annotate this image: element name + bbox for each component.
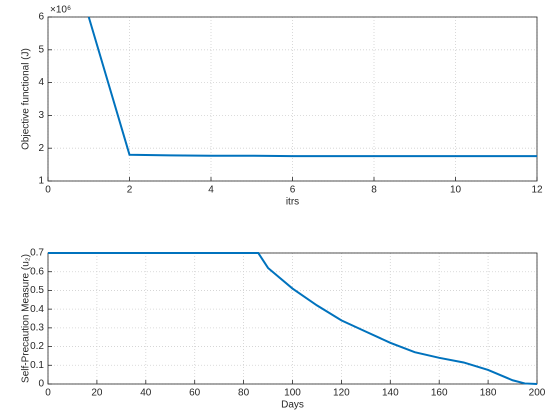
x-tick-label: 140 bbox=[382, 388, 399, 399]
x-tick-label: 10 bbox=[450, 185, 462, 196]
y-tick-label: 3 bbox=[38, 110, 44, 121]
y-tick-label: 2 bbox=[38, 143, 44, 154]
y-tick-label: 5 bbox=[38, 44, 44, 55]
x-tick-label: 80 bbox=[238, 388, 250, 399]
data-line bbox=[87, 16, 537, 158]
x-tick-label: 100 bbox=[284, 388, 301, 399]
x-tick-label: 20 bbox=[91, 388, 103, 399]
y-tick-label: 1 bbox=[38, 176, 44, 187]
x-tick-label: 2 bbox=[127, 185, 133, 196]
x-tick-label: 12 bbox=[531, 185, 543, 196]
data-line bbox=[48, 252, 538, 385]
y-axis-label: Objective functional (J) bbox=[21, 48, 32, 150]
x-tick-label: 160 bbox=[431, 388, 448, 399]
y-tick-label: 0 bbox=[38, 379, 44, 390]
x-tick-label: 180 bbox=[480, 388, 497, 399]
x-tick-label: 60 bbox=[189, 388, 201, 399]
y-tick-label: 0.3 bbox=[30, 322, 44, 333]
x-tick-label: 0 bbox=[45, 185, 51, 196]
x-axis-label: itrs bbox=[286, 197, 299, 208]
y-tick-label: 0.5 bbox=[30, 285, 44, 296]
y-tick-label: 6 bbox=[38, 12, 44, 23]
x-tick-label: 200 bbox=[529, 388, 546, 399]
y-tick-label: 0.2 bbox=[30, 341, 44, 352]
y-tick-label: 0.6 bbox=[30, 266, 44, 277]
y-tick-label: 4 bbox=[38, 77, 44, 88]
x-tick-label: 8 bbox=[371, 185, 377, 196]
axis-multiplier: ×10⁶ bbox=[50, 5, 71, 16]
y-axis-label: Self-Precaution Measure (u₂) bbox=[21, 254, 32, 383]
x-tick-label: 40 bbox=[140, 388, 152, 399]
y-tick-label: 0.4 bbox=[30, 304, 44, 315]
x-axis-label: Days bbox=[281, 400, 304, 411]
x-tick-label: 0 bbox=[45, 388, 51, 399]
y-tick-label: 0.1 bbox=[30, 360, 44, 371]
x-tick-label: 6 bbox=[290, 185, 296, 196]
x-tick-label: 120 bbox=[333, 388, 350, 399]
plot-frame bbox=[47, 252, 538, 385]
plot-frame bbox=[47, 16, 538, 182]
x-tick-label: 4 bbox=[208, 185, 214, 196]
y-tick-label: 0.7 bbox=[30, 248, 44, 259]
